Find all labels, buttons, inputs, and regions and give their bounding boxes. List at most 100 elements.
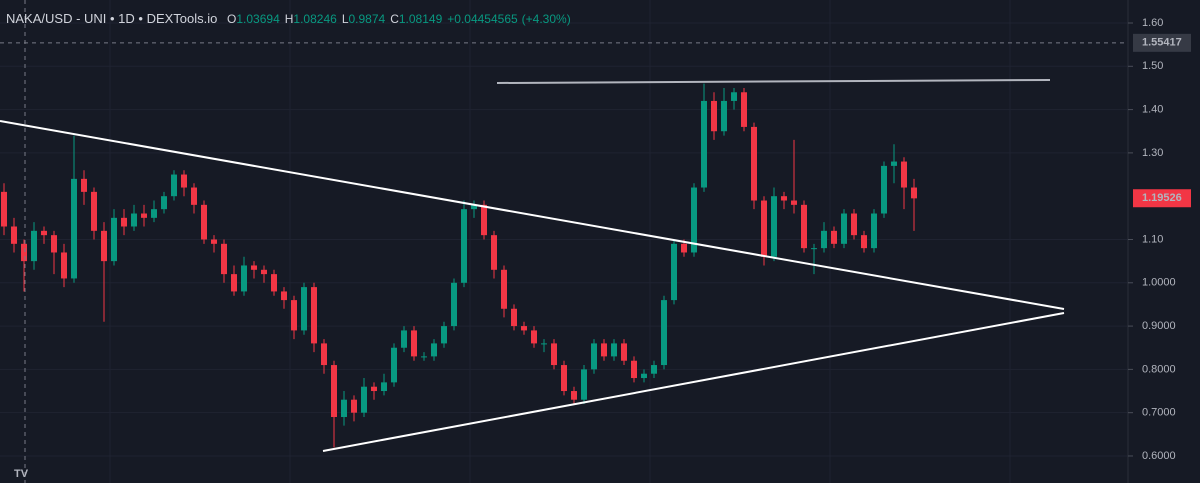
candle-body [141, 213, 147, 218]
candle-body [581, 369, 587, 400]
candle-body [211, 239, 217, 244]
candle-body [241, 265, 247, 292]
candle-body [51, 235, 57, 253]
candle-body [201, 204, 207, 240]
ohlc-key: O [227, 12, 236, 26]
y-tick-label: 1.50 [1142, 60, 1163, 72]
candle-body [841, 213, 847, 244]
ohlc-value: 0.9874 [349, 12, 386, 26]
ohlc-value: 1.08246 [293, 12, 337, 26]
candle-body [731, 92, 737, 101]
candle-body [861, 235, 867, 249]
candle-body [851, 213, 857, 236]
candle-body [691, 187, 697, 253]
y-tick-label: 1.40 [1142, 103, 1163, 115]
candle-body [151, 209, 157, 218]
candle-body [831, 230, 837, 244]
candle-body [311, 287, 317, 344]
candle-body [111, 217, 117, 262]
candle-body [361, 386, 367, 413]
candle-body [91, 191, 97, 231]
candle-body [171, 174, 177, 197]
crosshair-price-box [1133, 33, 1191, 52]
candle-body [711, 100, 717, 132]
candle-body [541, 343, 547, 345]
candles [1, 83, 917, 448]
candle-body [441, 326, 447, 344]
change: +0.04454565 [447, 12, 518, 26]
candle-body [811, 248, 817, 250]
candle-body [261, 269, 267, 275]
header: NAKA/USD - UNI • 1D • DEXTools.io O1.036… [6, 11, 571, 26]
resistance-line [496, 79, 1051, 84]
candle-body [31, 230, 37, 262]
candle-body [221, 243, 227, 275]
candle-body [71, 178, 77, 279]
candle-body [611, 343, 617, 357]
crosshair-price-label: 1.55417 [1142, 37, 1182, 49]
candle-body [901, 161, 907, 188]
candle-body [631, 360, 637, 379]
candle-body [571, 391, 577, 400]
candle-body [791, 200, 797, 205]
candle-body [161, 196, 167, 210]
candle-body [431, 343, 437, 357]
candle-body [321, 343, 327, 366]
candle-body [801, 204, 807, 249]
candle-body [891, 161, 897, 166]
candle-body [251, 265, 257, 270]
candle-body [401, 330, 407, 348]
logo: TV [14, 468, 29, 480]
candle-body [761, 200, 767, 257]
candle-body [341, 399, 347, 418]
candle-body [721, 100, 727, 132]
upper-trend-line [0, 120, 1065, 310]
candle-body [531, 330, 537, 344]
candle-body [381, 382, 387, 392]
ohlc-key: H [285, 12, 294, 26]
candle-body [121, 217, 127, 227]
candle-body [641, 373, 647, 379]
candle-body [651, 365, 657, 374]
candle-body [461, 209, 467, 283]
candle-body [271, 274, 277, 292]
candle-body [741, 92, 747, 127]
y-tick-label: 0.7000 [1142, 407, 1176, 419]
candle-body [331, 365, 337, 418]
y-tick-label: 1.0000 [1142, 277, 1176, 289]
ohlc-key: C [390, 12, 399, 26]
candle-body [351, 399, 357, 413]
candle-body [681, 243, 687, 253]
candle-body [771, 196, 777, 257]
candle-body [411, 330, 417, 357]
ohlc-values: O1.03694 H1.08246 L0.9874 C1.08149 +0.044545… [227, 12, 571, 26]
candle-body [561, 365, 567, 392]
candle-body [41, 230, 47, 236]
y-tick-label: 0.8000 [1142, 363, 1176, 375]
last-price-label: 1.19526 [1142, 192, 1182, 204]
candle-body [671, 243, 677, 301]
candle-body [821, 230, 827, 249]
candle-body [21, 243, 27, 262]
candle-body [751, 126, 757, 201]
trend-lines [0, 79, 1065, 452]
price-axis: 1.60 1.50 1.40 1.30 1.10 1.0000 0.9000 0.8000 0.… [1128, 17, 1191, 462]
candle-body [291, 300, 297, 331]
candle-body [11, 226, 17, 244]
candle-body [1, 191, 7, 227]
candle-body [101, 230, 107, 262]
candle-body [881, 165, 887, 214]
symbol-title: NAKA/USD - UNI • 1D • DEXTools.io [6, 11, 217, 26]
last-price-box [1133, 189, 1191, 208]
candle-body [701, 100, 707, 188]
candle-body [781, 196, 787, 201]
candle-body [911, 187, 917, 199]
candle-body [471, 204, 477, 210]
change-pct: (+4.30%) [522, 12, 571, 26]
candle-body [61, 252, 67, 279]
candle-body [371, 386, 377, 392]
candle-body [551, 343, 557, 366]
y-tick-label: 0.6000 [1142, 450, 1176, 462]
candle-body [601, 343, 607, 357]
